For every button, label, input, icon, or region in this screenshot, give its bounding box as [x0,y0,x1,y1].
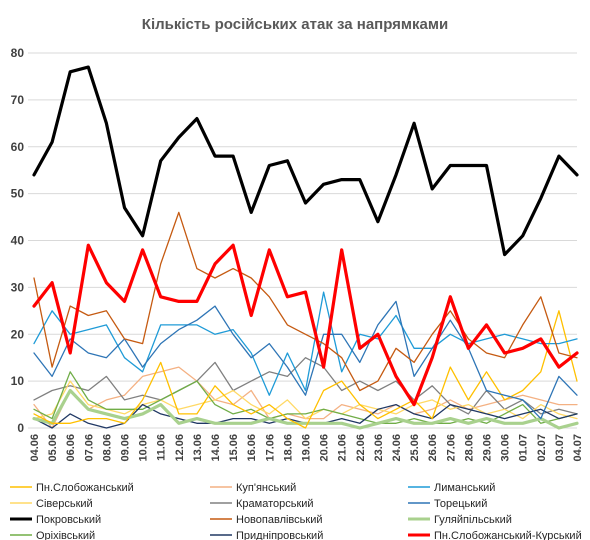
x-tick-label: 16.06 [246,434,258,462]
x-tick-label: 15.06 [228,434,240,462]
series-line-9 [33,371,578,424]
x-tick-label: 18.06 [282,434,294,462]
y-tick-label: 30 [11,280,25,294]
x-axis-ticks: 04.06 05.06 06.06 07.06 08.06 09.06 10.06 11.06… [29,434,584,462]
x-tick-label: 04.06 [29,434,41,462]
legend-label: Новопавлівський [236,514,322,526]
series-lines [32,65,579,430]
x-tick-label: 21.06 [337,434,349,462]
x-tick-label: 14.06 [210,434,222,462]
x-tick-label: 22.06 [355,434,367,462]
x-tick-label: 01.07 [518,434,530,462]
x-tick-label: 26.06 [427,434,439,462]
legend-label: Пн.Слобожанський-Курський [434,530,582,540]
legend-label: Торецький [434,498,487,510]
y-tick-label: 40 [11,234,25,248]
x-tick-label: 05.06 [47,434,59,462]
legend-label: Куп'янський [236,482,296,494]
legend-label: Оріхівський [36,530,95,540]
x-tick-label: 06.06 [65,434,77,462]
y-tick-label: 20 [11,327,25,341]
legend-label: Придніпровський [236,530,323,540]
x-tick-label: 29.06 [482,434,494,462]
legend-label: Покровський [36,514,101,526]
x-tick-label: 04.07 [572,434,584,462]
x-tick-label: 11.06 [156,434,168,461]
x-tick-label: 07.06 [83,434,95,462]
y-tick-label: 80 [11,46,25,60]
x-tick-label: 27.06 [445,434,457,462]
y-axis-ticks: 0 10 20 30 40 50 60 70 80 [11,46,25,435]
y-tick-label: 50 [11,187,25,201]
series-line-8 [32,388,579,430]
series-line-11 [32,243,579,407]
legend-label: Сіверський [36,498,93,510]
series-line-0 [33,310,578,429]
x-tick-label: 10.06 [138,434,150,462]
x-tick-label: 03.07 [554,434,566,462]
x-tick-label: 08.06 [101,434,113,462]
x-tick-label: 28.06 [463,434,475,462]
x-tick-label: 12.06 [174,434,186,462]
x-tick-label: 02.07 [536,434,548,462]
legend-label: Пн.Слобожанський [36,482,134,494]
series-line-7 [33,211,578,392]
series-line-6 [32,65,579,257]
y-tick-label: 60 [11,140,25,154]
y-tick-label: 10 [11,374,25,388]
x-tick-label: 13.06 [192,434,204,462]
x-tick-label: 23.06 [373,434,385,462]
x-tick-label: 30.06 [500,434,512,462]
series-line-2 [33,291,578,396]
legend-label: Гуляйпільський [434,514,512,526]
x-tick-label: 19.06 [301,434,313,462]
x-tick-label: 24.06 [391,434,403,462]
y-tick-label: 0 [17,421,24,435]
legend-label: Лиманський [434,482,495,494]
chart-title: Кількість російських атак за напрямками [142,16,448,33]
y-tick-label: 70 [11,93,25,107]
legend: Пн.Слобожанський Куп'янський Лиманський Сів… [10,482,582,540]
x-tick-label: 20.06 [319,434,331,462]
x-tick-label: 09.06 [120,434,132,462]
x-tick-label: 17.06 [264,434,276,462]
x-tick-label: 25.06 [409,434,421,462]
legend-label: Краматорський [236,498,314,510]
